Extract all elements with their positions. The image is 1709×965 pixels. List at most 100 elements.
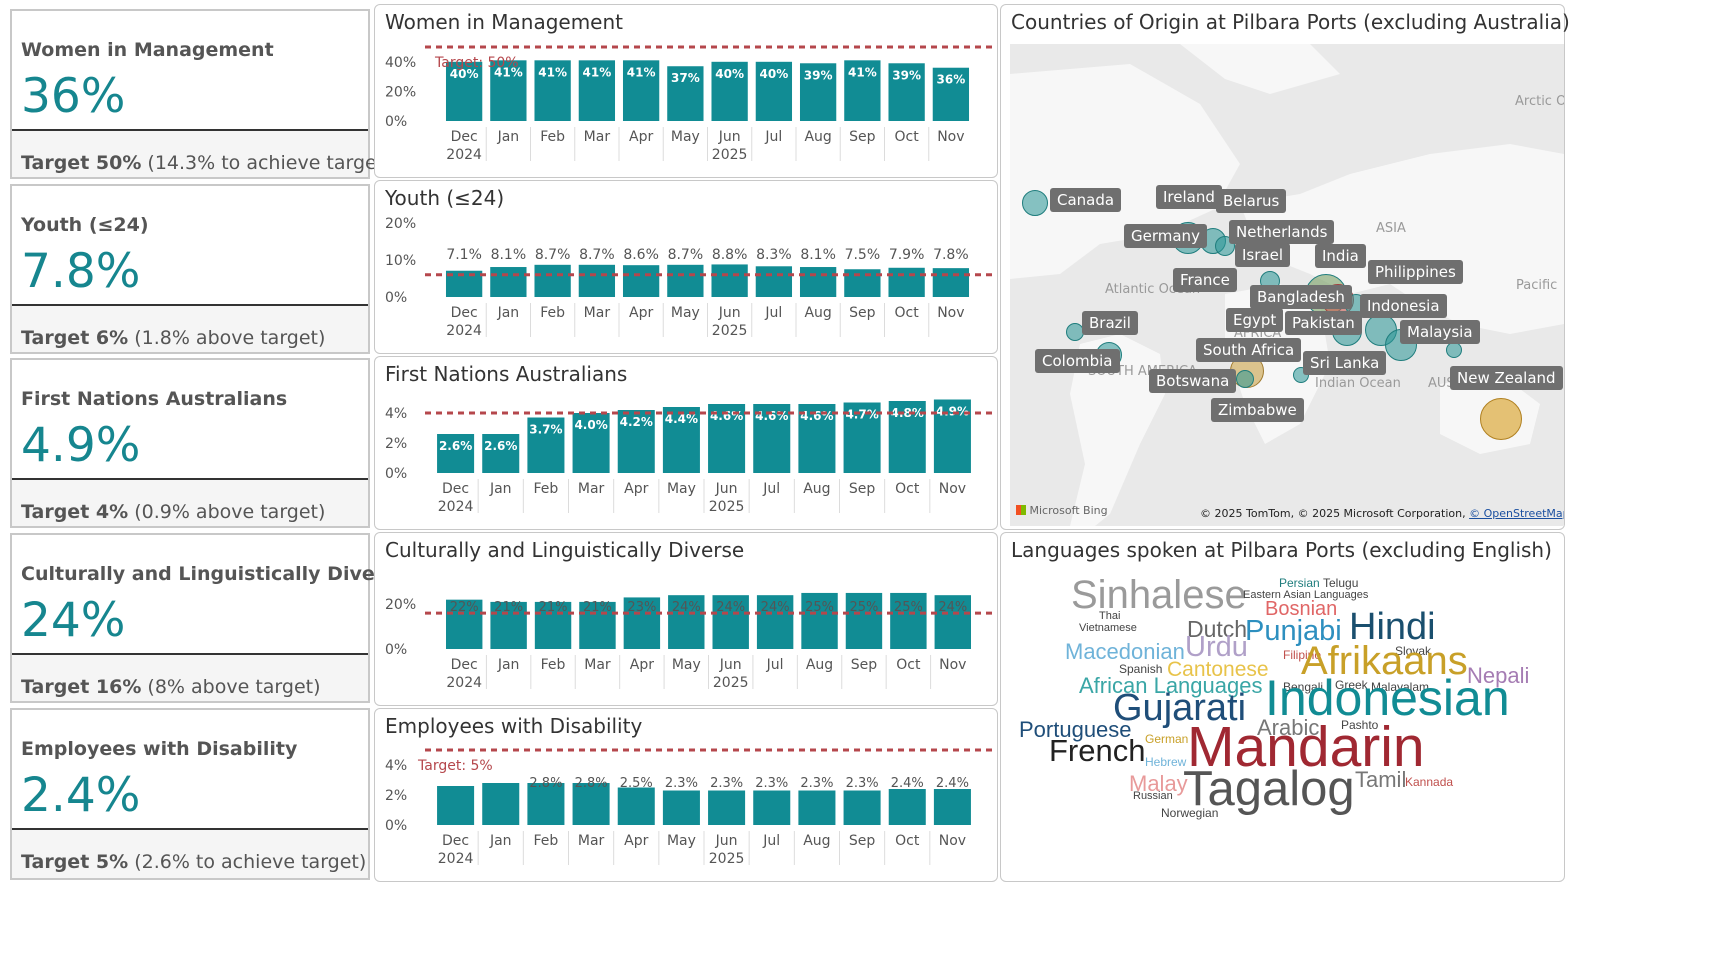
map-label-bangladesh[interactable]: Bangladesh [1250,285,1352,309]
kpi-target-value: Target 6% [21,327,129,349]
word-cloud-word[interactable]: Indonesian [1265,670,1510,726]
map-label-pakistan[interactable]: Pakistan [1285,311,1362,335]
map-label-south-africa[interactable]: South Africa [1196,338,1302,362]
kpi-card-youth[interactable]: Youth (≤24) 7.8% Target 6% (1.8% above t… [10,184,370,354]
bar [667,264,704,297]
chart-disability[interactable]: Employees with Disability 4% 2% 0% Dec 2024 J… [374,708,998,882]
country-bubble[interactable] [1236,370,1254,388]
word-cloud-word[interactable]: Vietnamese [1079,622,1137,634]
map-label-netherlands[interactable]: Netherlands [1229,220,1335,244]
word-cloud-word[interactable]: Punjabi [1245,615,1342,647]
geo-label: Pacific [1516,278,1558,293]
bar [845,592,883,649]
map-label-malaysia[interactable]: Malaysia [1400,320,1480,344]
word-cloud-word[interactable]: Portuguese [1019,717,1132,742]
data-label: 25% [805,600,834,615]
x-tick-label: Apr [630,657,654,673]
word-cloud-word[interactable]: Nepali [1467,663,1530,688]
word-cloud-word[interactable]: Macedonian [1065,639,1185,664]
data-label: 36% [937,73,966,87]
x-tick-label: Sep [849,129,876,145]
map-label-israel[interactable]: Israel [1235,243,1290,267]
chart-first-nations[interactable]: First Nations Australians 4% 2% 0% 2.6% Dec 2… [374,356,998,530]
map-label-egypt[interactable]: Egypt [1226,308,1284,332]
data-label: 4.8% [891,406,924,420]
word-cloud-word[interactable]: Arabic [1257,715,1320,740]
map-label-india[interactable]: India [1315,244,1366,268]
word-cloud-word[interactable]: Cantonese [1167,658,1269,681]
chart-cald[interactable]: Culturally and Linguistically Diverse 20… [374,532,998,706]
x-tick-label: Aug [803,481,830,497]
map-label-new-zealand[interactable]: New Zealand [1450,366,1563,390]
map-label-philippines[interactable]: Philippines [1368,260,1463,284]
kpi-target-note: (14.3% to achieve target) [147,152,392,174]
map-label-botswana[interactable]: Botswana [1149,369,1237,393]
map-label-ireland[interactable]: Ireland [1156,185,1222,209]
word-cloud-word[interactable]: Kannada [1405,775,1454,789]
map-title: Countries of Origin at Pilbara Ports (ex… [1011,10,1570,34]
word-cloud-word[interactable]: Dutch [1187,616,1248,642]
map-panel[interactable]: Countries of Origin at Pilbara Ports (ex… [1000,4,1570,530]
map-label-germany[interactable]: Germany [1124,224,1207,248]
country-bubble[interactable] [1480,398,1522,440]
kpi-card-first-nations[interactable]: First Nations Australians 4.9% Target 4%… [10,358,370,528]
map-label-indonesia[interactable]: Indonesia [1360,294,1447,318]
word-cloud-word[interactable]: Thai [1099,610,1121,622]
map-label-sri-lanka[interactable]: Sri Lanka [1303,351,1387,375]
chart-title: Women in Management [385,10,623,34]
word-cloud-word[interactable]: Spanish [1119,662,1163,676]
country-bubble[interactable] [1446,342,1462,358]
bar [578,60,616,121]
word-cloud-word[interactable]: Greek [1335,678,1368,692]
chart-women-management[interactable]: Women in Management 40% 20% 0% 40% Dec 2024 41… [374,4,998,178]
map-label-canada[interactable]: Canada [1050,188,1122,212]
map-label-zimbabwe[interactable]: Zimbabwe [1211,398,1304,422]
word-cloud-word[interactable]: Urdu [1185,631,1248,663]
map-landmass [1010,44,1564,526]
bar [437,434,475,473]
word-cloud-word[interactable]: Malay [1129,771,1188,796]
data-label: 2.8% [529,776,562,791]
word-cloud-word[interactable]: Eastern Asian Languages [1243,589,1369,601]
bar-chart-svg: 20% 0% 22% Dec 2024 21% Jan 21% Feb 21% Mar 23% Apr 2… [385,592,993,691]
x-tick-label: Aug [804,129,831,145]
word-cloud-word[interactable]: Russian [1133,790,1173,802]
word-cloud-word[interactable]: Malayalam [1371,680,1430,694]
credit-link[interactable]: © OpenStreetMap [1469,507,1564,520]
word-cloud-word[interactable]: Gujarati [1113,687,1247,729]
country-bubble[interactable] [1022,190,1048,216]
chart-title: Culturally and Linguistically Diverse [385,538,745,562]
word-cloud-word[interactable]: Norwegian [1161,806,1219,820]
world-map[interactable]: Arctic O ASIA Atlantic Ocean AFRICA SOUT… [1010,44,1564,526]
kpi-card-women-management[interactable]: Women in Management 36% Target 50% (14.3… [10,9,392,179]
kpi-card-cald[interactable]: Culturally and Linguistically Diverse 24… [10,533,408,703]
kpi-card-disability[interactable]: Employees with Disability 2.4% Target 5%… [10,708,370,880]
word-cloud-word[interactable]: African Languages [1079,673,1263,698]
word-cloud-word[interactable]: Telugu [1323,576,1359,590]
map-credit[interactable]: © 2025 TomTom, © 2025 Microsoft Corporat… [1200,507,1564,520]
word-cloud-word[interactable]: Hebrew [1145,755,1187,769]
word-cloud-word[interactable]: French [1049,733,1146,768]
chart-youth[interactable]: Youth (≤24) 20% 10% 0% 7.1% Dec 2024 8.1% Jan 8.… [374,180,998,354]
word-cloud-word[interactable]: Tamil [1355,767,1407,792]
map-label-france[interactable]: France [1173,268,1237,292]
word-cloud-word[interactable]: Tagalog [1183,762,1355,816]
word-cloud-word[interactable]: Afrikaans [1301,639,1468,683]
data-label: 23% [627,600,656,615]
kpi-header: Women in Management 36% [12,11,368,131]
map-label-belarus[interactable]: Belarus [1216,189,1287,213]
word-cloud-word[interactable]: German [1145,732,1189,746]
word-cloud-word[interactable]: Slovak [1395,644,1432,658]
word-cloud-word[interactable]: Persian [1279,576,1320,590]
word-cloud-panel[interactable]: Languages spoken at Pilbara Ports (exclu… [1000,532,1565,882]
map-label-colombia[interactable]: Colombia [1035,349,1120,373]
map-label-brazil[interactable]: Brazil [1082,311,1138,335]
word-cloud-word[interactable]: Bosnian [1265,598,1338,620]
word-cloud-word[interactable]: Hindi [1349,606,1436,648]
kpi-target-value: Target 50% [21,152,142,174]
word-cloud-word[interactable]: Filipino [1283,648,1322,662]
word-cloud-word[interactable]: Mandarin [1187,715,1425,779]
word-cloud-word[interactable]: Sinhalese [1071,573,1247,617]
word-cloud-word[interactable]: Pashto [1341,718,1379,732]
word-cloud-word[interactable]: Bengali [1283,680,1324,694]
